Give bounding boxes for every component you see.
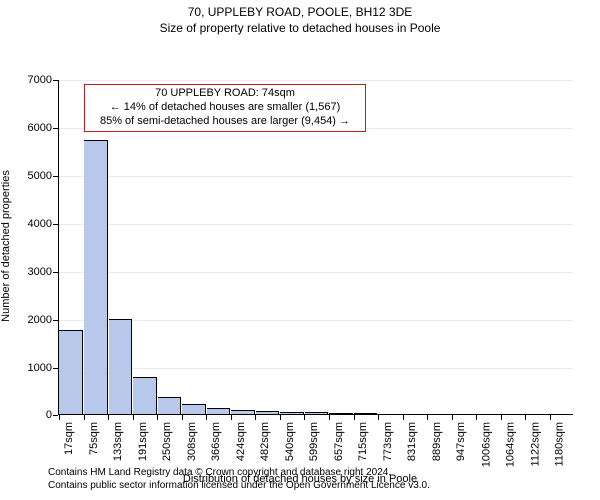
x-tick-label: 599sqm xyxy=(308,422,320,461)
chart-title: 70, UPPLEBY ROAD, POOLE, BH12 3DE Size o… xyxy=(0,0,600,36)
x-tick-mark xyxy=(427,415,428,420)
y-tick-mark xyxy=(53,80,58,81)
x-tick-mark xyxy=(304,415,305,420)
x-tick-mark xyxy=(157,415,158,420)
y-tick-label: 2000 xyxy=(12,314,52,326)
bar xyxy=(59,330,83,414)
bar xyxy=(158,397,182,415)
x-tick-label: 1064sqm xyxy=(505,422,517,467)
x-tick-mark xyxy=(255,415,256,420)
title-line-1: 70, UPPLEBY ROAD, POOLE, BH12 3DE xyxy=(0,4,600,20)
chart-area: Number of detached properties Distributi… xyxy=(0,36,600,485)
x-tick-mark xyxy=(59,415,60,420)
bar xyxy=(354,413,378,414)
x-tick-label: 947sqm xyxy=(456,422,468,461)
bar xyxy=(109,319,133,415)
footer-attribution: Contains HM Land Registry data © Crown c… xyxy=(0,466,600,492)
x-tick-label: 133sqm xyxy=(112,422,124,461)
annotation-line-1: 70 UPPLEBY ROAD: 74sqm xyxy=(89,87,361,101)
gridline xyxy=(59,176,573,177)
x-tick-mark xyxy=(378,415,379,420)
footer-line-1: Contains HM Land Registry data © Crown c… xyxy=(48,467,391,478)
x-tick-mark xyxy=(182,415,183,420)
y-tick-mark xyxy=(53,272,58,273)
annotation-line-3: 85% of semi-detached houses are larger (… xyxy=(89,115,361,129)
x-tick-label: 831sqm xyxy=(407,422,419,461)
gridline xyxy=(59,80,573,81)
x-tick-label: 1180sqm xyxy=(554,422,566,466)
y-tick-label: 6000 xyxy=(12,122,52,134)
x-tick-label: 366sqm xyxy=(210,422,222,461)
x-tick-mark xyxy=(476,415,477,420)
x-tick-label: 773sqm xyxy=(382,422,394,461)
x-tick-mark xyxy=(231,415,232,420)
x-tick-mark xyxy=(525,415,526,420)
gridline xyxy=(59,368,573,369)
bar xyxy=(207,408,231,414)
x-tick-label: 308sqm xyxy=(186,422,198,461)
x-tick-label: 657sqm xyxy=(333,422,345,461)
x-tick-mark xyxy=(354,415,355,420)
x-tick-mark xyxy=(329,415,330,420)
annotation-line-2: ← 14% of detached houses are smaller (1,… xyxy=(89,101,361,115)
y-tick-label: 7000 xyxy=(12,74,52,86)
y-tick-mark xyxy=(53,415,58,416)
x-tick-label: 1122sqm xyxy=(529,422,541,466)
title-line-2: Size of property relative to detached ho… xyxy=(0,20,600,36)
gridline xyxy=(59,224,573,225)
bar xyxy=(231,410,255,414)
bar-highlighted xyxy=(84,140,108,415)
bar xyxy=(305,412,329,414)
x-tick-mark xyxy=(206,415,207,420)
y-tick-mark xyxy=(53,128,58,129)
y-tick-mark xyxy=(53,368,58,369)
y-tick-label: 3000 xyxy=(12,266,52,278)
x-tick-mark xyxy=(84,415,85,420)
y-tick-mark xyxy=(53,320,58,321)
x-tick-mark xyxy=(133,415,134,420)
y-tick-label: 5000 xyxy=(12,170,52,182)
gridline xyxy=(59,320,573,321)
x-tick-label: 75sqm xyxy=(88,422,100,455)
x-tick-label: 540sqm xyxy=(284,422,296,461)
bar xyxy=(256,411,280,414)
bar xyxy=(280,412,304,414)
x-tick-label: 191sqm xyxy=(137,422,149,461)
x-tick-mark xyxy=(403,415,404,420)
bar xyxy=(329,413,353,414)
y-axis-label: Number of detached properties xyxy=(0,146,12,346)
bar xyxy=(133,377,157,415)
x-tick-mark xyxy=(550,415,551,420)
x-tick-mark xyxy=(280,415,281,420)
x-tick-mark xyxy=(501,415,502,420)
bar xyxy=(182,404,206,414)
x-tick-label: 482sqm xyxy=(259,422,271,461)
y-tick-label: 1000 xyxy=(12,362,52,374)
x-tick-label: 889sqm xyxy=(431,422,443,461)
x-tick-label: 1006sqm xyxy=(480,422,492,467)
x-tick-label: 715sqm xyxy=(358,422,370,461)
highlight-annotation: 70 UPPLEBY ROAD: 74sqm ← 14% of detached… xyxy=(84,84,366,131)
y-tick-label: 0 xyxy=(12,409,52,421)
y-tick-mark xyxy=(53,224,58,225)
y-tick-mark xyxy=(53,176,58,177)
y-tick-label: 4000 xyxy=(12,218,52,230)
footer-line-2: Contains public sector information licen… xyxy=(48,480,430,491)
x-tick-mark xyxy=(108,415,109,420)
x-tick-label: 424sqm xyxy=(235,422,247,461)
x-tick-mark xyxy=(452,415,453,420)
x-tick-label: 250sqm xyxy=(161,422,173,461)
x-tick-label: 17sqm xyxy=(63,422,75,455)
gridline xyxy=(59,272,573,273)
